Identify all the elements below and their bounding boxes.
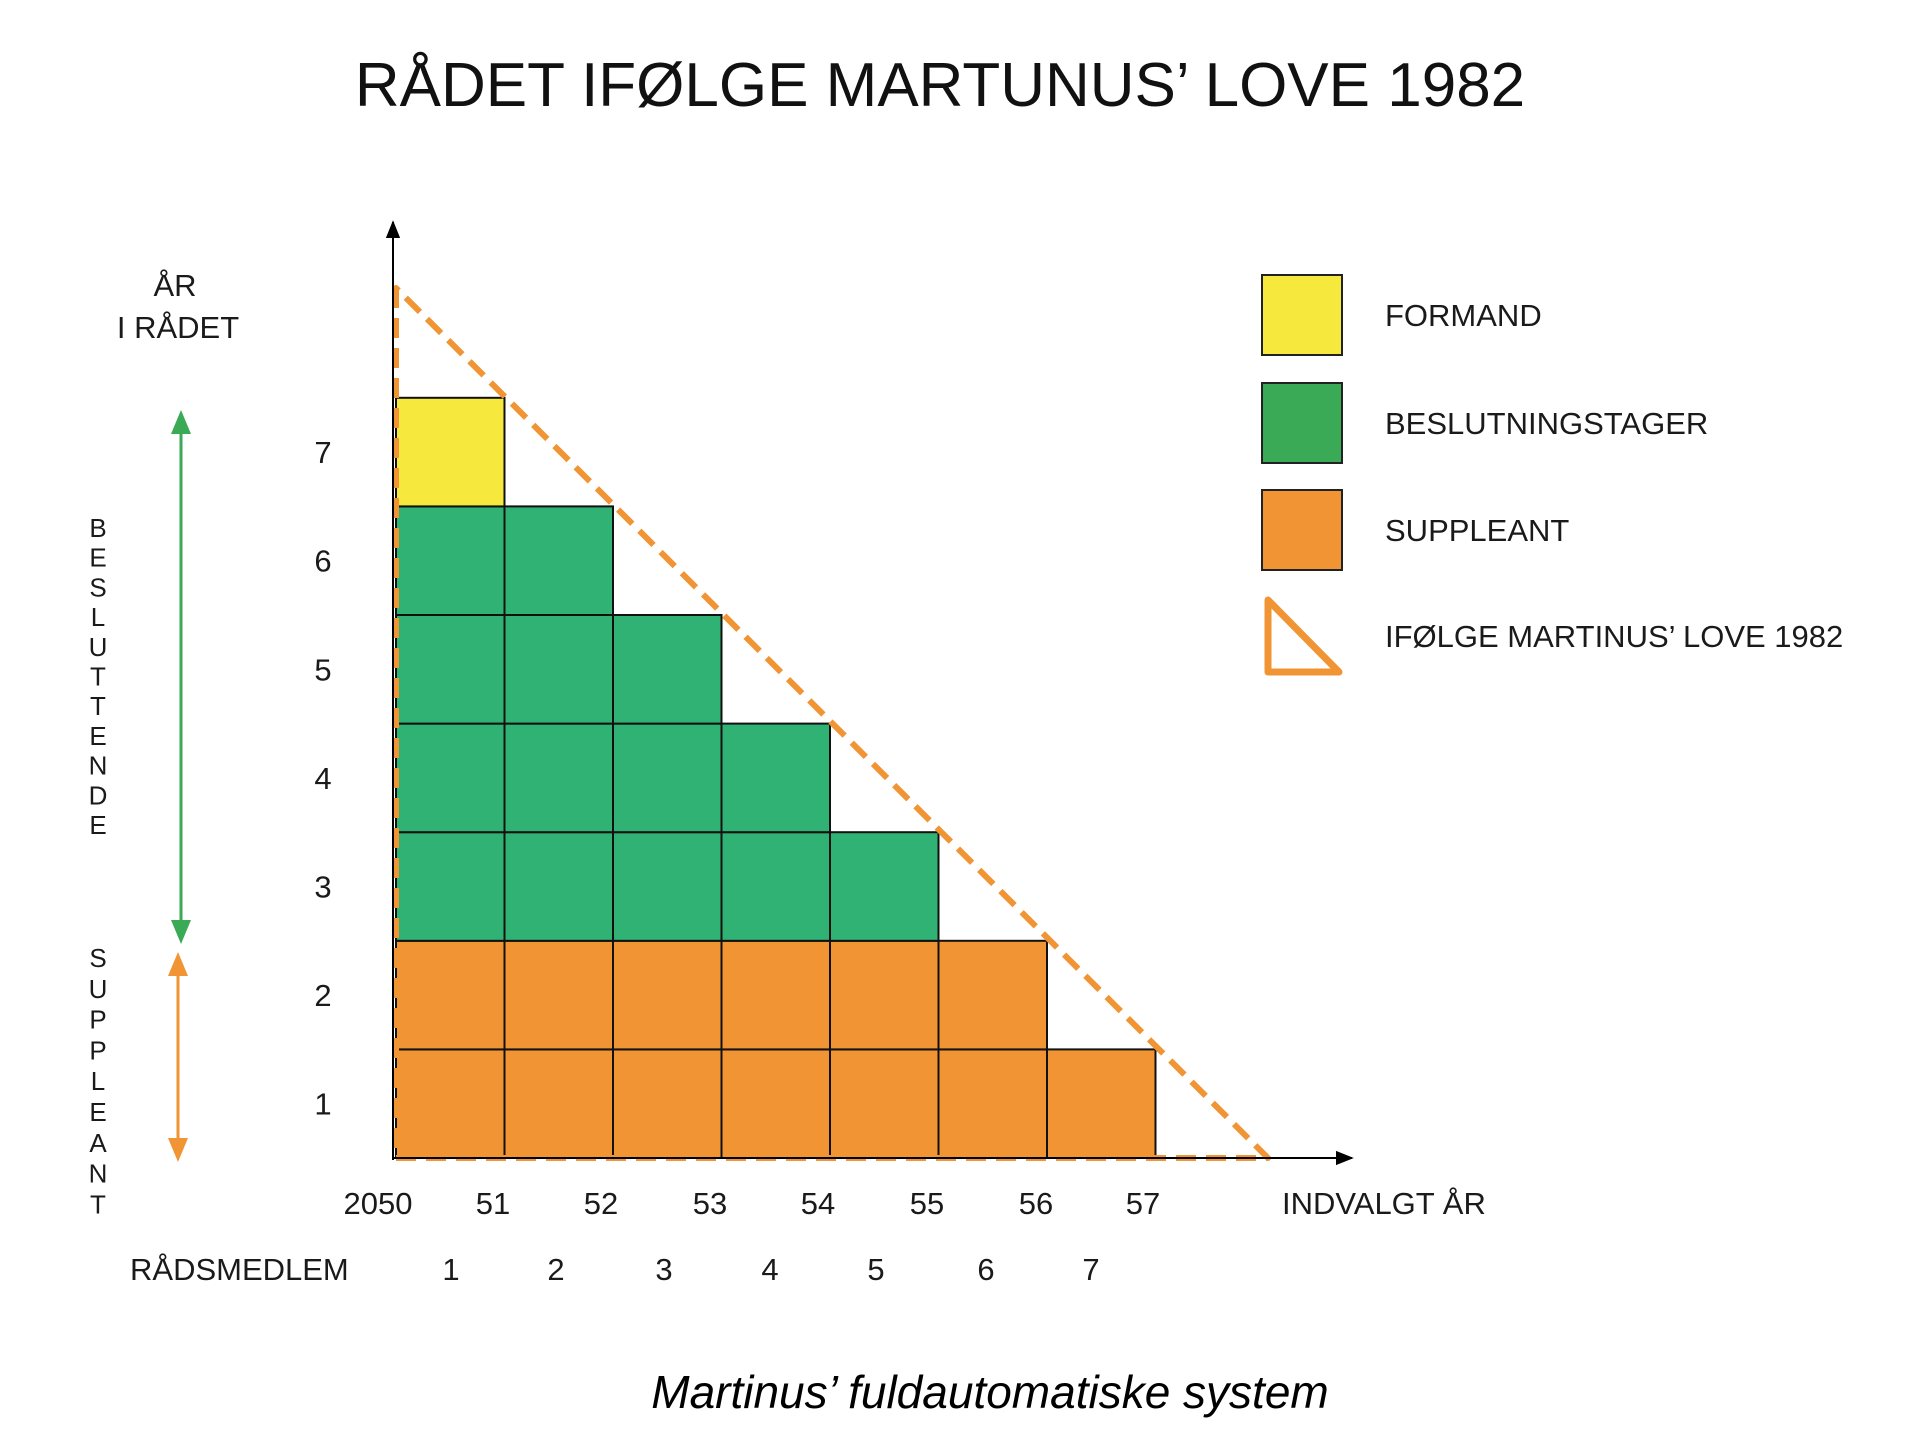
legend-swatch [1261, 489, 1343, 571]
block-col3-year4 [612, 722, 723, 834]
block-grid [395, 396, 1157, 1160]
legend-label: FORMAND [1385, 298, 1542, 333]
block-col2-year4 [503, 722, 614, 834]
y-tick-label: 1 [314, 1087, 331, 1122]
block-col1-year2 [395, 939, 506, 1051]
member-label: 3 [655, 1252, 672, 1287]
side-label-letter: S [89, 943, 106, 973]
y-tick-label: 4 [314, 761, 331, 796]
member-label: 6 [977, 1252, 994, 1287]
block-col2-year1 [503, 1048, 614, 1160]
block-col1-year4 [395, 722, 506, 834]
decision-arrow-head-top [171, 410, 191, 434]
figure-caption: Martinus’ fuldautomatiske system [651, 1366, 1329, 1418]
block-col2-year3 [503, 831, 614, 942]
block-col5-year1 [829, 1048, 940, 1160]
block-col6-year1 [937, 1048, 1048, 1160]
side-label-letter: T [90, 691, 106, 721]
side-label-letter: P [89, 1035, 106, 1065]
legend-swatch [1261, 274, 1343, 356]
members-row-label: RÅDSMEDLEM [130, 1252, 349, 1287]
block-col3-year2 [612, 939, 723, 1051]
block-col4-year1 [720, 1048, 831, 1160]
block-col3-year1 [612, 1048, 723, 1160]
block-col1-year6 [395, 505, 506, 616]
x-tick-label: 54 [801, 1186, 835, 1221]
member-labels: 1 2 3 4 5 6 7 [442, 1252, 1099, 1287]
block-col3-year3 [612, 831, 723, 942]
y-tick-labels: 1 2 3 4 5 6 7 [314, 435, 331, 1122]
block-col1-year5 [395, 614, 506, 725]
member-label: 2 [547, 1252, 564, 1287]
block-col1-year1 [395, 1048, 506, 1160]
y-axis-title-line2: I RÅDET [117, 310, 239, 345]
y-tick-label: 7 [314, 435, 331, 470]
side-label-letter: B [89, 513, 106, 543]
block-col2-year5 [503, 614, 614, 725]
y-tick-label: 5 [314, 652, 331, 687]
legend-triangle-icon [1264, 596, 1343, 676]
side-label-letter: U [89, 974, 108, 1004]
decision-arrow-head-bottom [171, 920, 191, 944]
member-label: 5 [867, 1252, 884, 1287]
block-col7-year1 [1046, 1048, 1157, 1160]
side-label-letter: P [89, 1005, 106, 1035]
legend-swatch [1261, 382, 1343, 464]
x-tick-label: 52 [584, 1186, 618, 1221]
y-tick-label: 2 [314, 978, 331, 1013]
block-col4-year4 [720, 722, 831, 834]
block-col6-year2 [937, 939, 1048, 1051]
side-label-letter: T [90, 662, 106, 692]
x-tick-label: 57 [1126, 1186, 1160, 1221]
x-tick-label: 51 [476, 1186, 510, 1221]
side-label-letter: L [91, 602, 105, 632]
legend: FORMAND BESLUTNINGSTAGER SUPPLEANT IFØLGE M… [1261, 274, 1843, 676]
block-col1-year7 [395, 396, 506, 508]
legend-label: IFØLGE MARTINUS’ LOVE 1982 [1385, 619, 1843, 654]
member-label: 4 [761, 1252, 778, 1287]
side-label-letter: U [89, 632, 108, 662]
side-label-letter: L [91, 1066, 105, 1096]
side-label-letter: A [89, 1128, 107, 1158]
side-label-letter: S [89, 572, 106, 602]
side-label-letter: E [89, 1097, 106, 1127]
side-label-letter: D [89, 780, 108, 810]
x-axis-title: INDVALGT ÅR [1282, 1186, 1486, 1221]
side-label-letter: E [89, 543, 106, 573]
block-col4-year3 [720, 831, 831, 942]
legend-label: SUPPLEANT [1385, 513, 1569, 548]
substitute-arrow-head-top [168, 952, 188, 976]
member-label: 7 [1082, 1252, 1099, 1287]
block-col1-year3 [395, 831, 506, 942]
side-label-letter: E [89, 810, 106, 840]
member-label: 1 [442, 1252, 459, 1287]
y-tick-label: 3 [314, 870, 331, 905]
x-tick-label: 55 [910, 1186, 944, 1221]
block-col5-year3 [829, 831, 940, 942]
block-col3-year5 [612, 614, 723, 725]
substitute-arrow-head-bottom [168, 1138, 188, 1162]
side-label-letter: E [89, 721, 106, 751]
side-label-letter: T [90, 1189, 106, 1219]
side-label-letter: N [89, 1159, 108, 1189]
side-label-letter: N [89, 751, 108, 781]
block-col2-year2 [503, 939, 614, 1051]
y-tick-label: 6 [314, 544, 331, 579]
x-tick-labels: 2050 51 52 53 54 55 56 57 [344, 1186, 1161, 1221]
substitute-side-label: SUPPLEANT [89, 943, 108, 1219]
x-tick-label: 2050 [344, 1186, 413, 1221]
y-axis-title-line1: ÅR [153, 268, 196, 303]
legend-label: BESLUTNINGSTAGER [1385, 406, 1708, 441]
block-col4-year2 [720, 939, 831, 1051]
page-title: RÅDET IFØLGE MARTUNUS’ LOVE 1982 [355, 51, 1525, 120]
block-col5-year2 [829, 939, 940, 1051]
block-col2-year6 [503, 505, 614, 616]
x-tick-label: 56 [1019, 1186, 1053, 1221]
x-tick-label: 53 [693, 1186, 727, 1221]
